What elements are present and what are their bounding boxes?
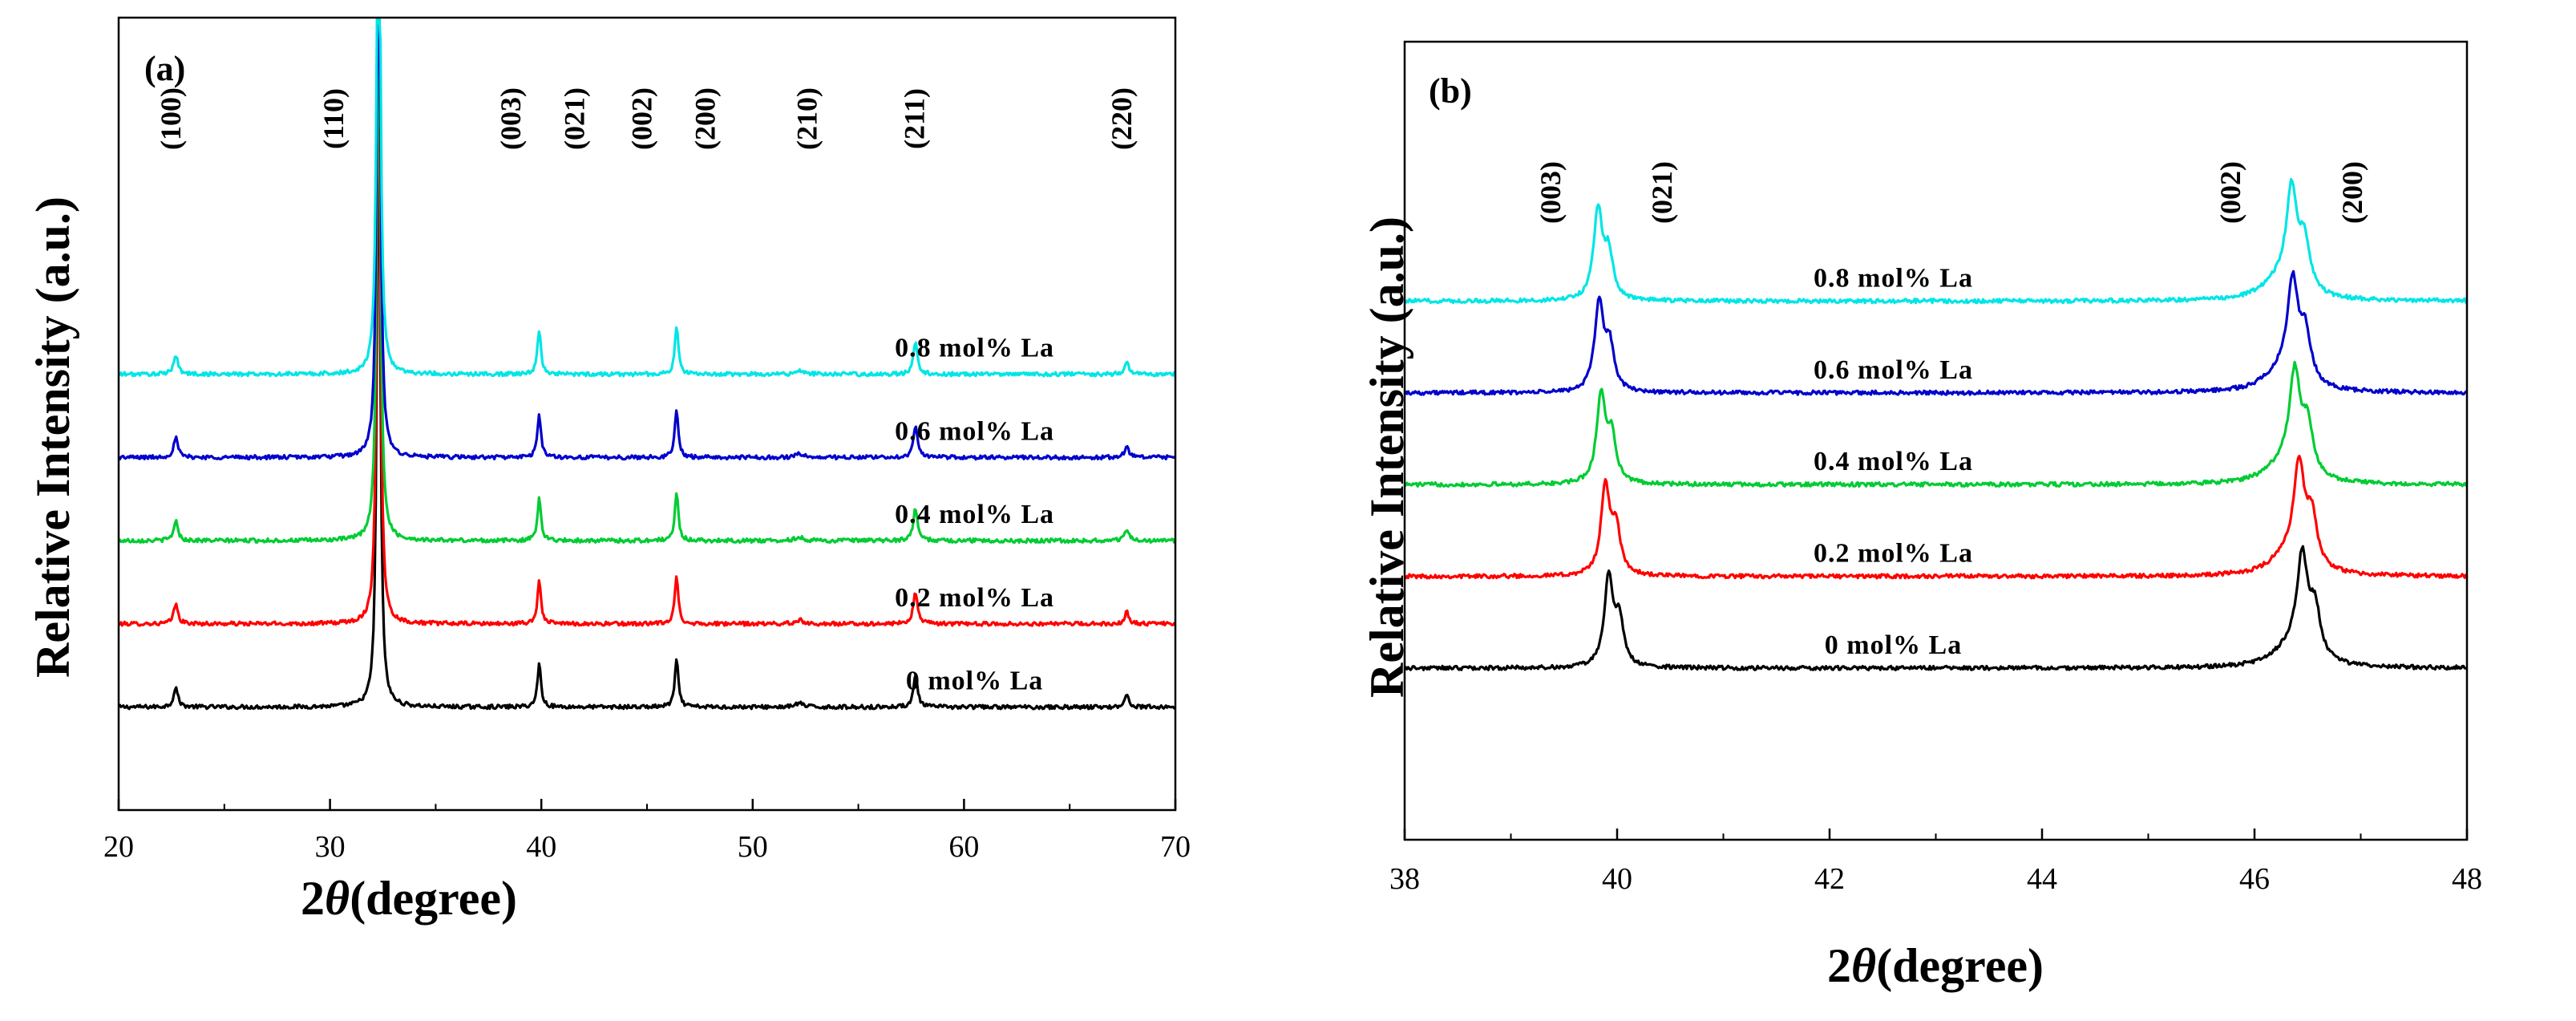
x-tick-label: 30 [315,830,346,864]
x-tick-label: 46 [2239,862,2270,896]
panel-label: (b) [1429,71,1472,111]
series-label: 0.6 mol% La [895,416,1054,446]
x-tick-label: 20 [103,830,134,864]
series-line [1403,545,2468,671]
x-tick-label: 40 [1602,862,1632,896]
series-label: 0.4 mol% La [1814,447,1973,476]
series-label: 0.2 mol% La [1814,539,1973,569]
x-tick-label: 38 [1389,862,1420,896]
series-line [1403,360,2469,488]
panel-b-x-axis-title: 2θ(degree) [1827,939,2044,992]
series-line [1404,454,2469,580]
panel-a-y-axis-title: Relative Intensity (a.u.) [26,197,79,678]
series-label: 0 mol% La [1825,630,1962,660]
x-tick-label: 48 [2452,862,2482,896]
peak-index-label: (100) [155,87,187,150]
peak-index-label: (211) [899,88,931,149]
peak-index-label: (021) [1646,161,1678,224]
peak-index-label: (110) [317,88,350,149]
x-tick-label: 50 [738,830,768,864]
x-tick-label: 44 [2027,862,2057,896]
x-tick-label: 60 [948,830,979,864]
panel-label: (a) [144,49,185,88]
peak-index-label: (003) [495,87,527,150]
series-label: 0 mol% La [906,666,1043,696]
series-line [1404,177,2469,305]
peak-index-label: (003) [1535,161,1567,224]
x-tick-label: 42 [1814,862,1845,896]
series-line [117,84,1176,711]
panel-a-x-axis-title: 2θ(degree) [301,872,517,925]
series-line [117,18,1177,461]
x-tick-label: 70 [1160,830,1191,864]
panel-b-chart: Relative Intensity (a.u.) 2θ(degree) 0 m… [1361,40,2482,992]
panel-a-chart: Relative Intensity (a.u.) 2θ(degree) 0 m… [26,16,1191,925]
series-label: 0.8 mol% La [895,334,1054,363]
series-label: 0.4 mol% La [895,500,1054,529]
series-line [117,18,1177,627]
peak-index-label: (210) [791,87,823,150]
series-label: 0.8 mol% La [1814,263,1973,293]
peak-index-label: (021) [558,87,590,150]
peak-index-label: (200) [2336,161,2368,224]
series-line [1403,269,2468,396]
peak-index-label: (200) [689,87,722,150]
peak-index-label: (002) [2214,161,2246,224]
x-tick-label: 40 [526,830,556,864]
peak-index-label: (002) [626,87,658,150]
series-line [118,18,1177,544]
series-label: 0.2 mol% La [895,583,1054,613]
series-line [117,18,1176,378]
series-label: 0.6 mol% La [1814,355,1973,385]
peak-index-label: (220) [1106,87,1138,150]
